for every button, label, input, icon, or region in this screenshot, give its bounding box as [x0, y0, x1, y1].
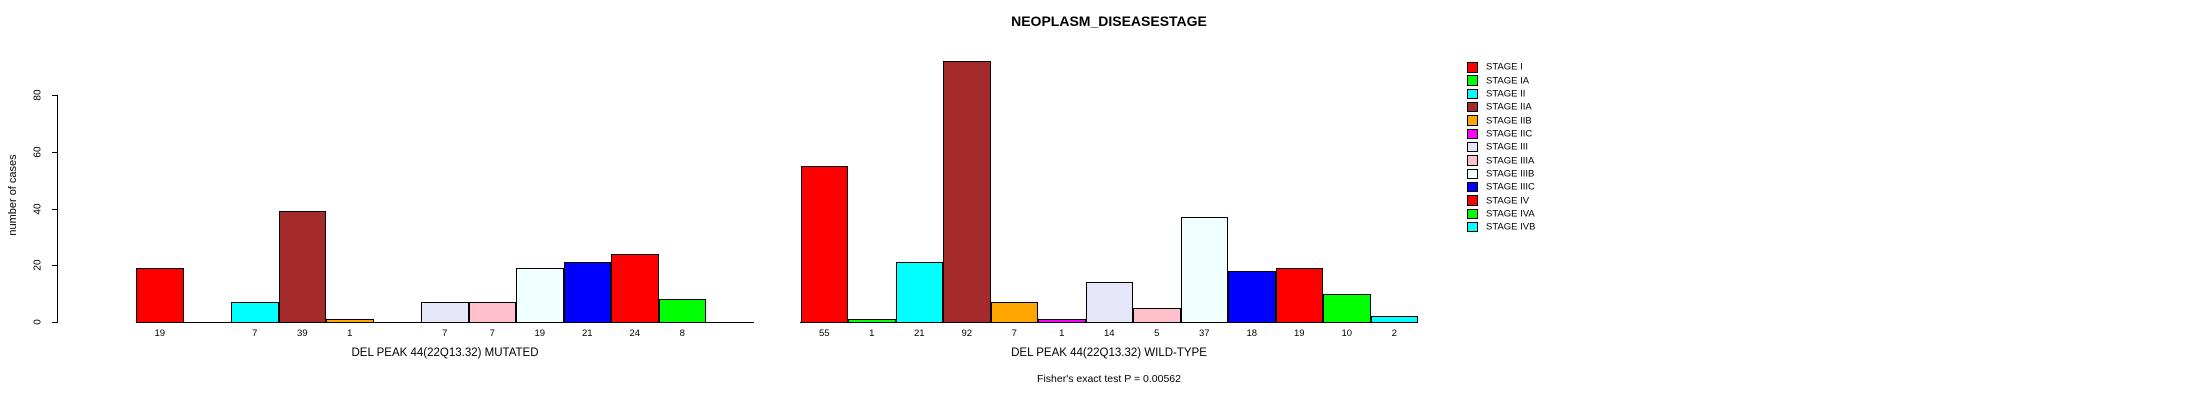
bar-stage-iiib: [1180, 217, 1228, 323]
bar-stage-iia-count: 39: [296, 328, 308, 339]
bar-stage-ia: [848, 319, 896, 323]
legend-label-stage-ii: STAGE II: [1486, 88, 1526, 100]
bar-stage-iia: [278, 211, 326, 323]
legend-label-stage-iiia: STAGE IIIA: [1486, 155, 1535, 167]
legend-swatch-stage-iiic: [1467, 181, 1478, 193]
bar-stage-iiic-count: 21: [581, 328, 593, 339]
legend-swatch-stage-iia: [1467, 101, 1478, 113]
bar-stage-ivb: [1370, 316, 1418, 323]
y-tick: [51, 208, 58, 210]
bar-stage-iiib: [516, 268, 564, 323]
legend-label-stage-i: STAGE I: [1486, 61, 1523, 73]
bar-stage-iib: [326, 319, 374, 323]
bar-stage-ia-count: 1: [869, 328, 875, 339]
legend-swatch-stage-ii: [1467, 88, 1478, 100]
bar-stage-ii-count: 7: [252, 328, 258, 339]
legend-swatch-stage-iic: [1467, 128, 1478, 140]
bar-stage-iii-count: 14: [1103, 328, 1115, 339]
legend-label-stage-iiic: STAGE IIIC: [1486, 181, 1535, 193]
legend-label-stage-ia: STAGE IA: [1486, 75, 1530, 87]
legend-swatch-stage-iiib: [1467, 168, 1478, 180]
legend-label-stage-iia: STAGE IIA: [1486, 101, 1532, 113]
legend-swatch-stage-iib: [1467, 115, 1478, 126]
bar-stage-iic-count: 1: [1059, 328, 1065, 339]
legend-label-stage-iib: STAGE IIB: [1486, 115, 1532, 127]
legend-swatch-stage-ia: [1467, 75, 1478, 86]
legend-label-stage-iiib: STAGE IIIB: [1486, 168, 1535, 180]
bar-stage-iiib-count: 37: [1198, 328, 1210, 339]
y-tick-label: 40: [32, 202, 44, 215]
bar-stage-i-count: 55: [818, 328, 830, 339]
y-tick-label: 20: [32, 259, 44, 271]
bar-stage-iv-count: 19: [1293, 328, 1305, 339]
bar-stage-iii-count: 7: [442, 328, 448, 339]
y-tick: [51, 95, 58, 96]
legend-swatch-stage-iv: [1467, 195, 1478, 206]
bar-stage-iva-count: 8: [679, 328, 685, 339]
legend-label-stage-iva: STAGE IVA: [1486, 208, 1535, 220]
legend-swatch-stage-i: [1467, 62, 1478, 73]
legend-label-stage-iii: STAGE III: [1486, 141, 1529, 153]
legend-swatch-stage-ivb: [1467, 221, 1478, 233]
bar-stage-ii-count: 21: [913, 328, 925, 339]
y-axis-line: [57, 95, 58, 323]
chart-title: NEOPLASM_DISEASESTAGE: [1011, 13, 1207, 29]
bar-stage-iiic: [563, 262, 611, 323]
bar-stage-iiia-count: 5: [1154, 328, 1160, 339]
bar-stage-iii: [1085, 282, 1133, 323]
x-axis-title-mutated: DEL PEAK 44(22Q13.32) MUTATED: [351, 347, 539, 359]
bar-stage-iv: [611, 253, 659, 323]
bar-stage-i: [136, 268, 184, 323]
fisher-test-note: Fisher's exact test P = 0.00562: [1037, 373, 1181, 385]
y-tick: [51, 265, 58, 267]
bar-stage-iv: [1275, 268, 1323, 323]
bar-stage-iii: [421, 302, 469, 323]
bar-stage-i-count: 19: [154, 328, 166, 339]
bar-stage-iia: [943, 60, 991, 323]
bar-stage-iiic-count: 18: [1246, 328, 1258, 339]
bar-stage-ivb-count: 2: [1391, 328, 1397, 339]
bar-stage-iv-count: 24: [629, 328, 641, 339]
y-tick: [51, 322, 58, 323]
bar-stage-iiia-count: 7: [489, 328, 495, 339]
y-tick-label: 60: [32, 146, 44, 158]
y-tick: [51, 151, 58, 153]
bar-stage-iib-count: 7: [1011, 328, 1017, 339]
legend-swatch-stage-iva: [1467, 208, 1478, 220]
bar-stage-iiib-count: 19: [534, 328, 546, 339]
bar-stage-ii: [231, 302, 279, 323]
bar-stage-iiic: [1228, 270, 1276, 323]
y-tick-label: 80: [32, 89, 44, 101]
y-tick-label: 0: [32, 319, 44, 325]
bar-stage-iia-count: 92: [961, 328, 973, 339]
y-axis-title: number of cases: [7, 154, 19, 236]
legend-swatch-stage-iii: [1467, 141, 1478, 153]
bar-stage-i: [800, 165, 848, 323]
bar-stage-iva: [1323, 293, 1371, 323]
bar-stage-iib: [990, 302, 1038, 323]
bar-stage-iiia: [468, 302, 516, 323]
bar-stage-ii: [895, 262, 943, 323]
bar-stage-iib-count: 1: [347, 328, 353, 339]
bar-stage-iiia: [1133, 307, 1181, 323]
legend-swatch-stage-iiia: [1467, 155, 1478, 166]
legend-label-stage-iv: STAGE IV: [1486, 195, 1530, 207]
bar-stage-iic: [1038, 319, 1086, 323]
x-axis-title-wildtype: DEL PEAK 44(22Q13.32) WILD-TYPE: [1011, 347, 1207, 359]
bar-stage-iva-count: 10: [1341, 328, 1353, 339]
legend-label-stage-iic: STAGE IIC: [1486, 128, 1533, 140]
legend-label-stage-ivb: STAGE IVB: [1486, 221, 1536, 233]
bar-stage-iva: [658, 299, 706, 323]
